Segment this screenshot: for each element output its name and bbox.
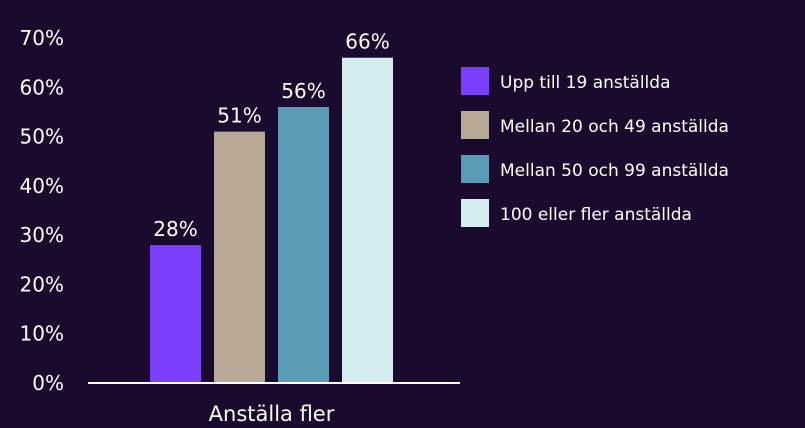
legend-swatch (461, 67, 489, 95)
data-label: 51% (217, 104, 261, 128)
y-axis: 0% 10% 20% 30% 40% 50% 60% 70% (20, 26, 64, 395)
legend-label: Mellan 20 och 49 anställda (500, 117, 729, 137)
y-tick-label: 60% (20, 75, 64, 99)
bar (150, 245, 201, 383)
legend-swatch (461, 199, 489, 227)
bar (278, 107, 329, 383)
data-label: 56% (281, 79, 325, 103)
y-tick-label: 20% (20, 272, 64, 296)
y-tick-label: 30% (20, 223, 64, 247)
bar-group: 28% 51% 56% 66% (150, 30, 393, 383)
legend-label: 100 eller fler anställda (500, 205, 692, 225)
x-category-label: Anställa fler (209, 402, 335, 426)
legend: Upp till 19 anställda Mellan 20 och 49 an… (461, 67, 729, 227)
bar (214, 131, 265, 383)
y-tick-label: 10% (20, 322, 64, 346)
y-tick-label: 70% (20, 26, 64, 50)
y-tick-label: 40% (20, 174, 64, 198)
bar (342, 57, 393, 383)
data-label: 28% (153, 217, 197, 241)
legend-label: Upp till 19 anställda (500, 73, 671, 93)
legend-label: Mellan 50 och 99 anställda (500, 161, 729, 181)
x-axis-categories: Anställa fler (209, 402, 335, 426)
legend-swatch (461, 155, 489, 183)
legend-swatch (461, 111, 489, 139)
y-tick-label: 50% (20, 125, 64, 149)
data-label: 66% (345, 30, 389, 54)
y-tick-label: 0% (32, 371, 64, 395)
